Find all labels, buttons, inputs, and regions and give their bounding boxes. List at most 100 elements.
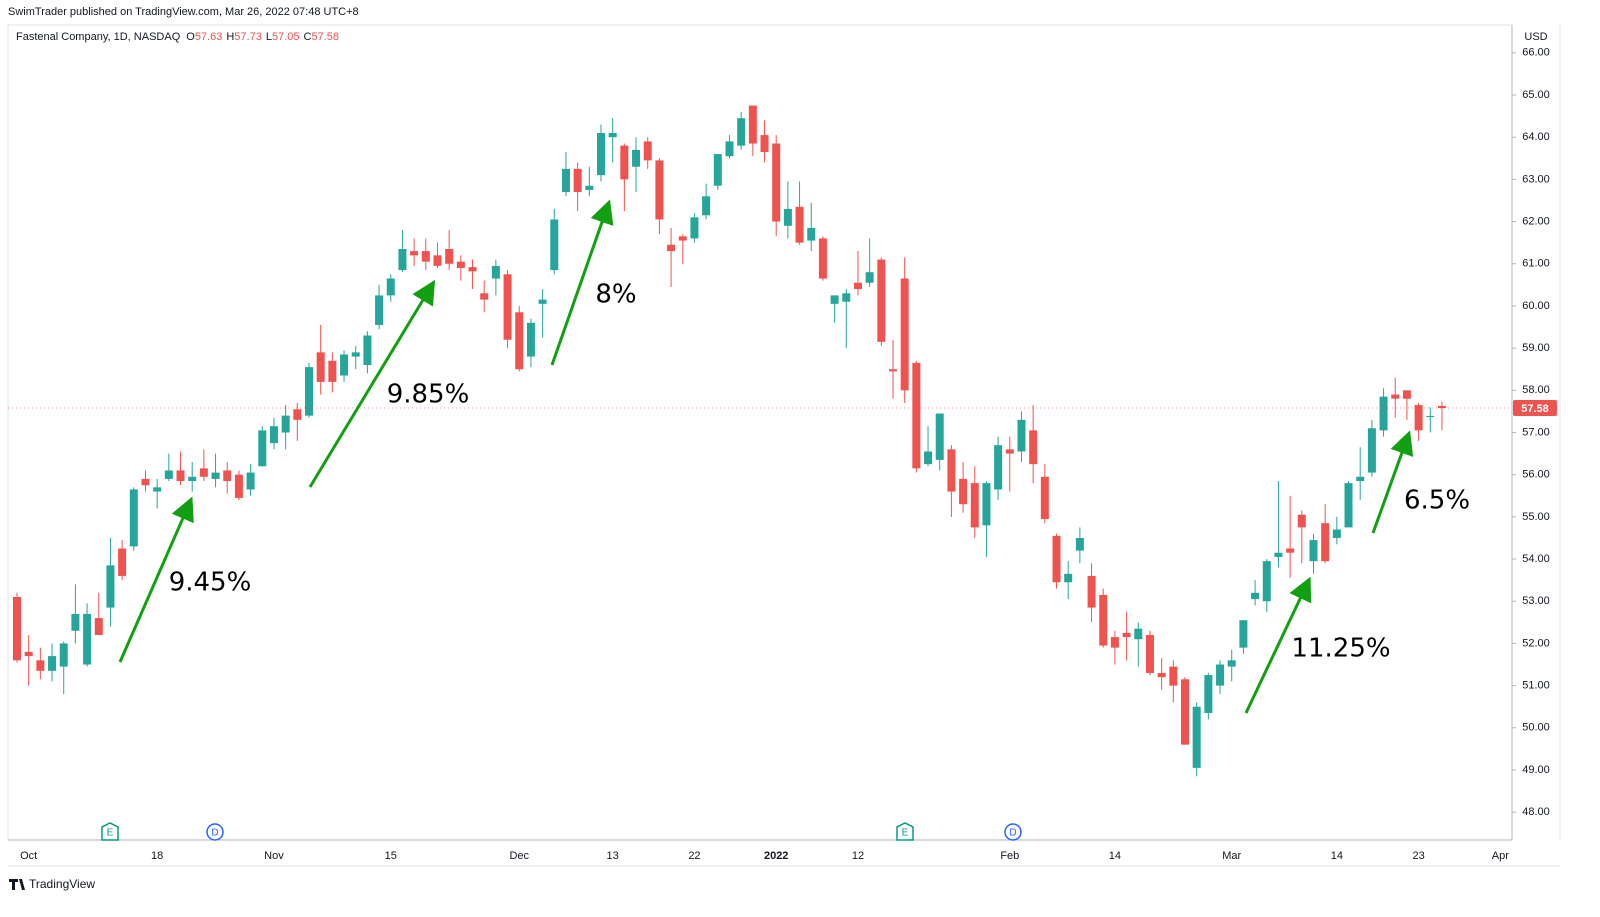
candle-body <box>982 483 991 526</box>
candle-body <box>433 255 442 266</box>
candle-body <box>246 472 255 490</box>
candle-body <box>328 360 337 382</box>
x-tick-label: 15 <box>385 850 397 862</box>
candle-body <box>1029 430 1038 465</box>
y-tick-label: 60.00 <box>1522 300 1550 312</box>
candle-body <box>269 426 278 444</box>
candle-body <box>129 489 138 547</box>
candle-body <box>118 548 127 576</box>
candle-body <box>1332 529 1341 538</box>
annotation-label: 9.45% <box>169 568 252 598</box>
annotation-label: 8% <box>595 280 636 310</box>
currency: USD <box>1524 31 1547 43</box>
candle-body <box>853 282 862 290</box>
candle-body <box>1356 476 1365 482</box>
candle-body <box>585 185 594 190</box>
candle-body <box>1122 632 1131 638</box>
ohlc-value: 57.73 <box>234 31 262 43</box>
y-tick-label: 59.00 <box>1522 342 1550 354</box>
ohlc-prefix: L <box>266 31 272 43</box>
candle-body <box>842 293 851 302</box>
plot-frame <box>7 24 1513 841</box>
candle-body <box>924 451 933 465</box>
candle-body <box>795 206 804 243</box>
trend-arrow <box>308 279 436 488</box>
candle-body <box>71 613 80 631</box>
candle-body <box>94 618 103 635</box>
candle-body <box>748 105 757 144</box>
candle-body <box>1414 405 1423 431</box>
y-tick-label: 49.00 <box>1522 764 1550 776</box>
candle-body <box>456 261 465 268</box>
x-tick-label: Dec <box>509 850 529 862</box>
ohlc-prefix: H <box>226 31 234 43</box>
y-tick-label: 61.00 <box>1522 258 1550 270</box>
ohlc-value: 57.63 <box>195 31 223 43</box>
candle-body <box>1216 664 1225 686</box>
y-tick-label: 56.00 <box>1522 469 1550 481</box>
candle-body <box>655 160 664 220</box>
candle-body <box>1426 416 1435 418</box>
candle-body <box>807 227 816 241</box>
x-tick-label: 18 <box>151 850 163 862</box>
x-tick-label: Mar <box>1222 850 1241 862</box>
candle-body <box>1192 706 1201 768</box>
candle-body <box>363 335 372 366</box>
event-label: E <box>902 828 909 839</box>
candle-body <box>316 352 325 382</box>
candle-body <box>1402 390 1411 399</box>
candle-body <box>1064 573 1073 583</box>
dividend-marker <box>206 823 224 841</box>
candle-body <box>1274 552 1283 557</box>
candle-body <box>1110 637 1119 648</box>
candle-body <box>421 251 430 262</box>
last-price-box <box>1513 400 1557 417</box>
candle-body <box>877 259 886 342</box>
candle-body <box>48 656 57 671</box>
candle-body <box>725 141 734 157</box>
x-tick-label: Oct <box>20 850 37 862</box>
candle-body <box>690 217 699 239</box>
candle-body <box>1286 548 1295 553</box>
candle-body <box>153 487 162 492</box>
annotation-label: 11.25% <box>1291 634 1390 664</box>
candle-body <box>550 219 559 271</box>
candle-body <box>141 478 150 486</box>
candle-body <box>1169 666 1178 686</box>
candle-body <box>526 322 535 357</box>
candle-body <box>24 651 33 657</box>
x-tick-label: Apr <box>1492 850 1509 862</box>
candle-body <box>468 267 477 272</box>
event-label: D <box>1009 828 1016 839</box>
candle-body <box>1087 575 1096 608</box>
candle-body <box>515 312 524 370</box>
candle-body <box>211 472 220 479</box>
candle-body <box>818 238 827 279</box>
candle-body <box>410 251 419 256</box>
candle-body <box>1204 675 1213 714</box>
candle-body <box>293 409 302 420</box>
candle-body <box>608 132 617 138</box>
candle-body <box>1321 523 1330 562</box>
candle-body <box>1309 540 1318 562</box>
earnings-marker <box>896 822 914 841</box>
candle-body <box>1134 628 1143 640</box>
candle-body <box>935 413 944 460</box>
candle-body <box>164 470 173 479</box>
candle-body <box>1251 592 1260 600</box>
candle-body <box>970 483 979 528</box>
annotation-label: 6.5% <box>1404 486 1470 516</box>
candle-body <box>702 196 711 216</box>
candle-body <box>561 168 570 193</box>
candle-body <box>632 149 641 167</box>
trend-arrow <box>1244 576 1312 714</box>
candle-body <box>59 643 68 667</box>
ohlc-prefix: O <box>186 31 195 43</box>
candle-body <box>386 278 395 296</box>
x-tick-label: Feb <box>1000 850 1019 862</box>
candle-body <box>398 248 407 271</box>
candle-body <box>994 445 1003 490</box>
candle-body <box>13 597 21 661</box>
